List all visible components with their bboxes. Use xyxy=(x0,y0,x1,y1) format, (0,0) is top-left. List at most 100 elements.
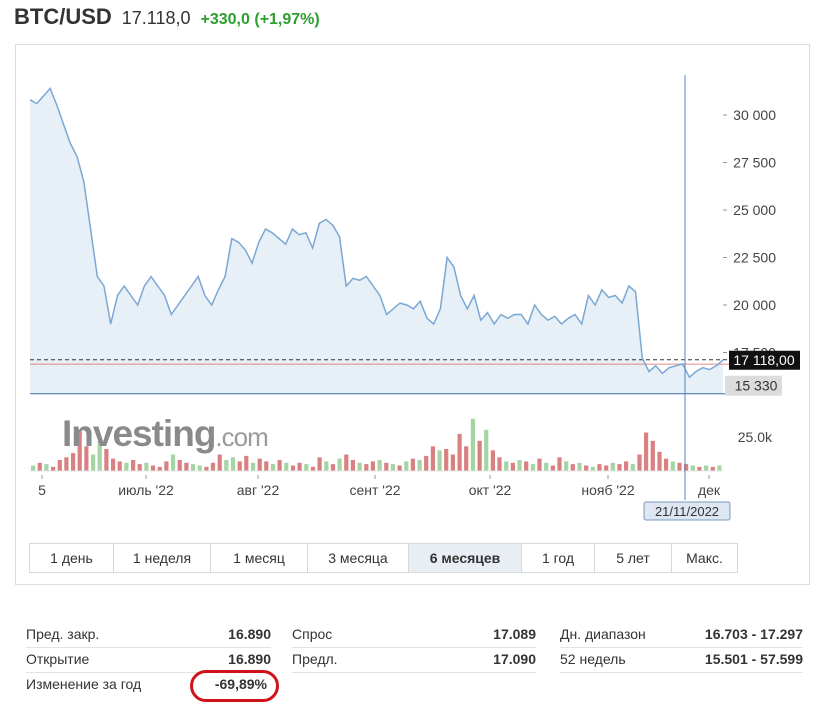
x-tick-label: дек xyxy=(698,482,721,498)
volume-bar xyxy=(417,460,422,471)
y-tick-label: 25 000 xyxy=(733,202,776,218)
volume-bar xyxy=(330,464,336,471)
support-badge xyxy=(725,375,782,396)
stat-value: 15.501 - 57.599 xyxy=(704,651,803,667)
quote-header: BTC/USD 17.118,0 +330,0 (+1,97%) xyxy=(14,4,320,34)
tab-period[interactable]: 1 год xyxy=(522,544,595,572)
volume-bar xyxy=(524,461,529,471)
volume-bar xyxy=(624,461,629,471)
volume-bar xyxy=(684,464,689,471)
stat-label: Изменение за год xyxy=(26,676,142,692)
volume-bar xyxy=(530,464,535,471)
price-change-abs: +330,0 xyxy=(200,11,250,28)
volume-bar xyxy=(64,457,69,472)
volume-bar xyxy=(350,460,355,471)
y-tick-label: 27 500 xyxy=(733,155,776,171)
volume-bar xyxy=(244,455,249,471)
volume-bar xyxy=(177,460,182,471)
volume-bar xyxy=(437,450,442,471)
volume-bar xyxy=(270,464,276,471)
volume-bar xyxy=(217,454,222,471)
stat-open: Открытие 16.890 xyxy=(26,649,271,674)
x-tick-label: сент '22 xyxy=(349,482,400,498)
volume-bar xyxy=(610,462,615,472)
volume-bar xyxy=(570,464,575,471)
stat-year-change: Изменение за год -69,89% xyxy=(26,674,271,699)
volume-bar xyxy=(170,454,176,471)
last-price: 17.118,0 xyxy=(121,8,191,28)
price-change-pct: (+1,97%) xyxy=(254,11,320,28)
volume-bar xyxy=(144,462,149,472)
stat-value: 17.089 xyxy=(493,626,536,642)
divider xyxy=(292,647,536,648)
volume-bar xyxy=(97,440,102,472)
volume-bar xyxy=(484,429,489,472)
tab-period[interactable]: 3 месяца xyxy=(308,544,409,572)
stat-ask: Предл. 17.090 xyxy=(292,649,536,674)
volume-bar xyxy=(317,457,322,472)
stat-day-range: Дн. диапазон 16.703 - 17.297 xyxy=(560,624,803,649)
volume-bar xyxy=(630,464,635,471)
tab-period[interactable]: 1 месяц xyxy=(211,544,308,572)
volume-bar xyxy=(77,429,82,472)
volume-bar xyxy=(690,465,695,471)
volume-bar xyxy=(424,455,429,471)
crosshair-date-label: 21/11/2022 xyxy=(655,504,719,519)
volume-bar xyxy=(284,462,289,472)
volume-bar xyxy=(150,465,156,471)
highlight-oval xyxy=(190,670,279,702)
volume-bar xyxy=(304,464,309,471)
volume-bar xyxy=(504,461,509,471)
stat-value: 16.890 xyxy=(228,651,271,667)
volume-bar xyxy=(310,466,316,471)
pair-title: BTC/USD xyxy=(14,4,112,29)
volume-bar xyxy=(204,466,209,471)
volume-bar xyxy=(37,462,42,472)
volume-bar xyxy=(164,461,169,471)
tab-period[interactable]: 6 месяцев xyxy=(409,544,522,572)
volume-bar xyxy=(390,464,395,471)
x-tick-label: 5 xyxy=(38,482,46,498)
divider xyxy=(560,672,803,673)
volume-bar xyxy=(397,465,402,471)
volume-bar xyxy=(697,466,702,471)
x-tick-label: нояб '22 xyxy=(581,482,634,498)
volume-bar xyxy=(637,454,642,471)
y-tick-label: 20 000 xyxy=(733,297,776,313)
y-tick-label: 30 000 xyxy=(733,107,776,123)
tab-period[interactable]: 5 лет xyxy=(595,544,672,572)
volume-bar xyxy=(497,457,502,472)
volume-bar xyxy=(450,454,455,471)
volume-bar xyxy=(517,460,522,471)
volume-bar xyxy=(157,466,162,471)
stat-bid: Спрос 17.089 xyxy=(292,624,536,649)
tab-period[interactable]: 1 неделя xyxy=(114,544,211,572)
volume-bar xyxy=(57,460,62,471)
stat-prev-close: Пред. закр. 16.890 xyxy=(26,624,271,649)
tab-period[interactable]: Макс. xyxy=(686,550,723,566)
volume-bar xyxy=(190,464,196,471)
divider xyxy=(26,672,271,673)
volume-bar xyxy=(490,450,495,471)
volume-bar xyxy=(544,462,549,472)
volume-bar xyxy=(470,418,475,472)
volume-bar xyxy=(670,461,675,471)
divider xyxy=(26,647,271,648)
tab-period[interactable]: 1 день xyxy=(30,544,114,572)
stat-label: Открытие xyxy=(26,651,90,667)
investing-logo: Investing.com xyxy=(62,413,269,455)
volume-bar xyxy=(250,462,256,472)
volume-bar xyxy=(71,453,76,471)
volume-bar xyxy=(370,461,375,471)
stat-label: Спрос xyxy=(292,626,333,642)
support-label: 15 330 xyxy=(735,378,778,394)
volume-bar xyxy=(237,461,242,471)
volume-bar xyxy=(457,433,462,471)
volume-bar xyxy=(364,464,369,471)
volume-bar xyxy=(677,462,682,472)
period-tabs: 1 день 1 неделя 1 месяц 3 месяца 6 месяцев 1 … xyxy=(29,543,738,573)
volume-bar xyxy=(31,465,36,471)
current-price-label: 17 118,00 xyxy=(733,352,794,368)
